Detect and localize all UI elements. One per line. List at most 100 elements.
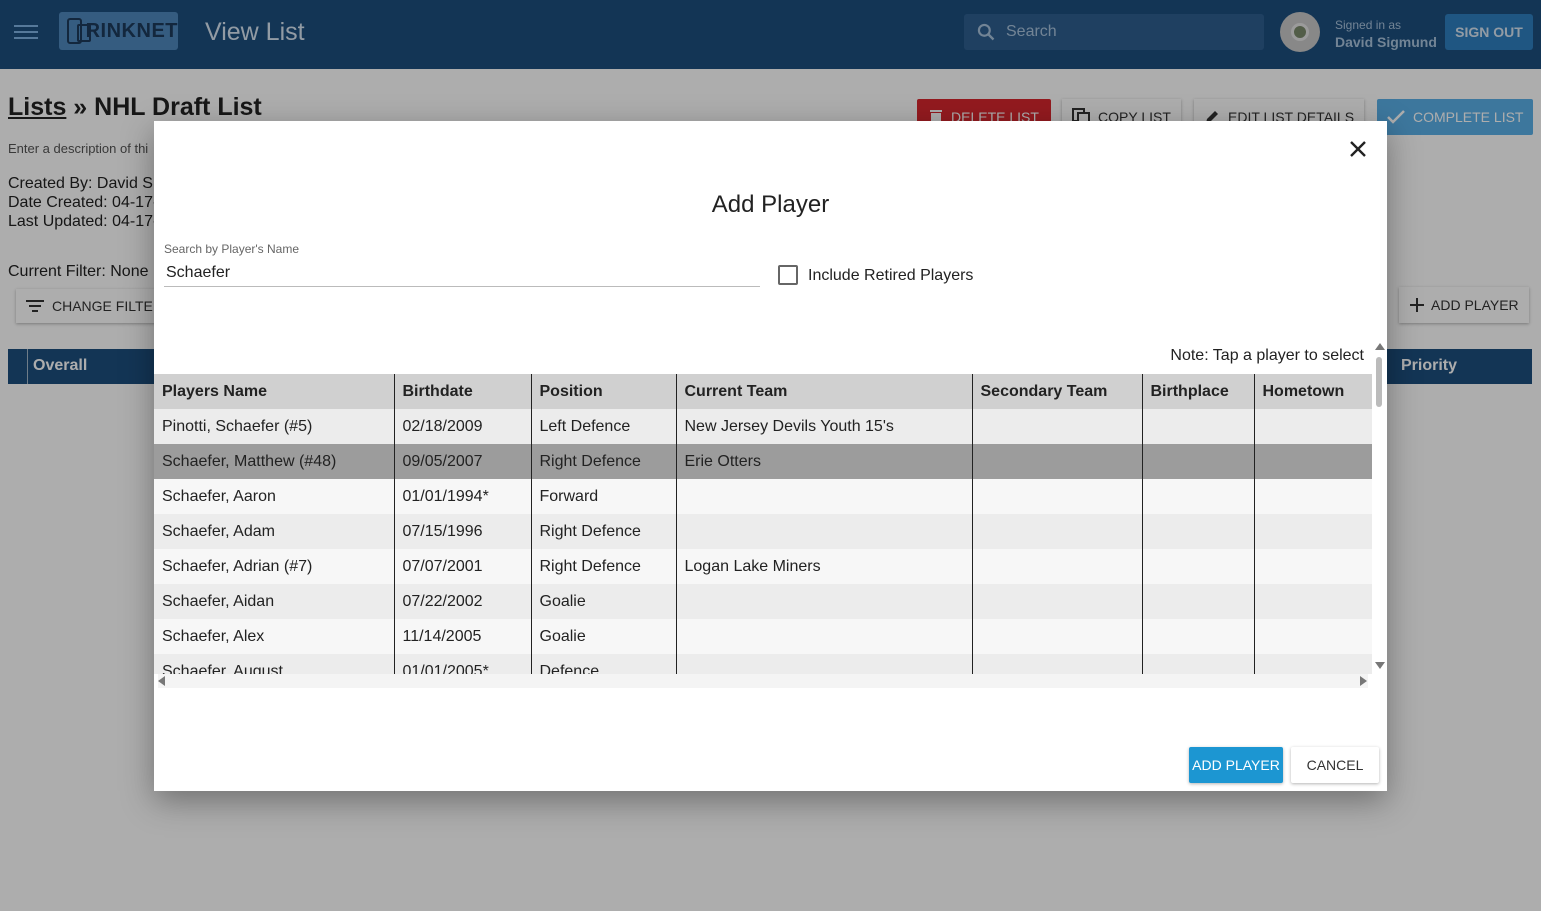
rinknet-logo[interactable]: RINKNET	[59, 12, 178, 50]
dialog-title: Add Player	[711, 191, 830, 218]
cell-secondary-team	[972, 619, 1143, 654]
table-row[interactable]: Schaefer, Adam 07/15/1996 Right Defence	[154, 514, 1372, 549]
cell-current-team	[676, 514, 973, 549]
cell-secondary-team	[972, 549, 1143, 584]
cell-secondary-team	[972, 444, 1143, 479]
include-retired-checkbox[interactable]	[778, 265, 798, 285]
change-filter-button[interactable]: CHANGE FILTER	[16, 289, 173, 323]
cell-birthdate: 07/15/1996	[394, 514, 532, 549]
created-by: Created By: David Sig	[8, 175, 166, 192]
breadcrumb-lists-link[interactable]: Lists	[8, 93, 67, 121]
table-row[interactable]: Schaefer, Alex 11/14/2005 Goalie	[154, 619, 1372, 654]
cell-hometown	[1254, 409, 1372, 444]
player-search-label: Search by Player's Name	[164, 242, 300, 256]
scroll-down-arrow-icon[interactable]	[1375, 662, 1385, 669]
cell-secondary-team	[972, 409, 1143, 444]
column-header-overall[interactable]: Overall	[33, 357, 88, 374]
select-note: Note: Tap a player to select	[1170, 347, 1364, 364]
cell-position: Right Defence	[531, 549, 677, 584]
list-meta: Created By: David Sig Date Created: 04-1…	[8, 174, 165, 231]
checkmark-icon	[1387, 110, 1405, 124]
logo-mark-icon	[67, 18, 91, 44]
cell-hometown	[1254, 619, 1372, 654]
table-row[interactable]: Schaefer, August 01/01/2005* Defence	[154, 654, 1372, 674]
column-header-birthdate[interactable]: Birthdate	[394, 374, 532, 409]
cell-current-team	[676, 584, 973, 619]
cell-birthplace	[1142, 619, 1255, 654]
app-title: View List	[205, 18, 305, 46]
cell-hometown	[1254, 549, 1372, 584]
column-header-players-name[interactable]: Players Name	[154, 374, 395, 409]
user-avatar[interactable]	[1280, 12, 1320, 52]
scroll-right-arrow-icon[interactable]	[1360, 676, 1367, 686]
cell-current-team: Erie Otters	[676, 444, 973, 479]
cell-name: Schaefer, Adam	[154, 514, 395, 549]
table-row[interactable]: Schaefer, Aaron 01/01/1994* Forward	[154, 479, 1372, 514]
cell-name: Schaefer, Matthew (#48)	[154, 444, 395, 479]
date-created: Date Created: 04-17-	[8, 194, 159, 211]
cell-position: Right Defence	[531, 444, 677, 479]
logo-text: RINKNET	[85, 19, 178, 42]
scrollbar-thumb[interactable]	[1376, 357, 1382, 407]
close-icon[interactable]	[1345, 136, 1371, 162]
horizontal-scrollbar[interactable]	[158, 674, 1368, 688]
cell-birthplace	[1142, 654, 1255, 674]
cell-birthplace	[1142, 444, 1255, 479]
cell-name: Schaefer, August	[154, 654, 395, 674]
column-header-priority[interactable]: Priority	[1401, 357, 1458, 374]
table-row-selected[interactable]: Schaefer, Matthew (#48) 09/05/2007 Right…	[154, 444, 1372, 479]
app-bar: RINKNET View List Signed in as David Sig…	[0, 0, 1541, 69]
table-header-row: Players Name Birthdate Position Current …	[154, 374, 1372, 409]
cell-hometown	[1254, 584, 1372, 619]
cell-birthplace	[1142, 584, 1255, 619]
cell-hometown	[1254, 514, 1372, 549]
current-filter: Current Filter: None	[8, 263, 149, 280]
signed-in-label: Signed in as	[1335, 18, 1402, 32]
cell-secondary-team	[972, 654, 1143, 674]
cell-birthplace	[1142, 409, 1255, 444]
add-player-page-button[interactable]: ADD PLAYER	[1399, 287, 1529, 323]
hamburger-menu-icon[interactable]	[14, 22, 38, 42]
cell-name: Schaefer, Aaron	[154, 479, 395, 514]
column-header-hometown[interactable]: Hometown	[1254, 374, 1372, 409]
cell-current-team	[676, 654, 973, 674]
list-description[interactable]: Enter a description of thi	[8, 141, 149, 156]
scroll-up-arrow-icon[interactable]	[1375, 343, 1385, 350]
include-retired-label[interactable]: Include Retired Players	[808, 267, 974, 284]
cell-name: Schaefer, Alex	[154, 619, 395, 654]
cell-current-team	[676, 479, 973, 514]
vertical-scrollbar[interactable]	[1374, 343, 1384, 673]
column-header-current-team[interactable]: Current Team	[676, 374, 973, 409]
cell-position: Forward	[531, 479, 677, 514]
column-header-birthplace[interactable]: Birthplace	[1142, 374, 1255, 409]
global-search-input[interactable]	[1006, 23, 1246, 41]
add-player-button[interactable]: ADD PLAYER	[1189, 747, 1283, 783]
cancel-button[interactable]: CANCEL	[1291, 747, 1379, 783]
cell-position: Goalie	[531, 584, 677, 619]
pencil-icon	[1206, 111, 1218, 123]
cell-hometown	[1254, 479, 1372, 514]
table-row[interactable]: Schaefer, Aidan 07/22/2002 Goalie	[154, 584, 1372, 619]
complete-list-button[interactable]: COMPLETE LIST	[1377, 99, 1534, 135]
column-header-secondary-team[interactable]: Secondary Team	[972, 374, 1143, 409]
cell-secondary-team	[972, 584, 1143, 619]
cell-secondary-team	[972, 479, 1143, 514]
column-header-position[interactable]: Position	[531, 374, 677, 409]
table-row[interactable]: Pinotti, Schaefer (#5) 02/18/2009 Left D…	[154, 409, 1372, 444]
table-row[interactable]: Schaefer, Adrian (#7) 07/07/2001 Right D…	[154, 549, 1372, 584]
cell-position: Right Defence	[531, 514, 677, 549]
player-search-input[interactable]	[164, 259, 760, 287]
breadcrumb: Lists » NHL Draft List	[8, 93, 262, 122]
sign-out-button[interactable]: SIGN OUT	[1445, 14, 1533, 50]
cell-hometown	[1254, 654, 1372, 674]
last-updated: Last Updated: 04-17-	[8, 213, 159, 230]
user-name: David Sigmund	[1335, 34, 1437, 50]
cell-name: Schaefer, Adrian (#7)	[154, 549, 395, 584]
cell-birthplace	[1142, 549, 1255, 584]
cell-current-team	[676, 619, 973, 654]
cell-current-team: New Jersey Devils Youth 15's	[676, 409, 973, 444]
cell-position: Defence	[531, 654, 677, 674]
global-search[interactable]	[964, 14, 1264, 50]
scroll-left-arrow-icon[interactable]	[158, 676, 165, 686]
filter-icon	[26, 300, 44, 312]
